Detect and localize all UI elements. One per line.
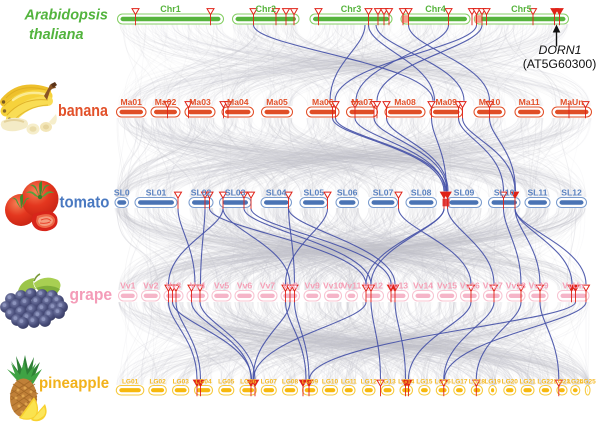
svg-text:SL04: SL04 — [266, 188, 287, 198]
svg-text:Chr4: Chr4 — [425, 4, 446, 14]
svg-text:SL05: SL05 — [304, 188, 325, 198]
svg-text:LG02: LG02 — [149, 379, 166, 386]
svg-text:(AT5G60300): (AT5G60300) — [523, 57, 597, 71]
svg-text:DORN1: DORN1 — [538, 43, 581, 57]
svg-text:Chr2: Chr2 — [256, 4, 277, 14]
svg-text:Arabidopsis: Arabidopsis — [24, 7, 108, 23]
svg-text:LG18: LG18 — [469, 379, 486, 386]
svg-text:MaUn: MaUn — [560, 97, 583, 107]
svg-text:SL03: SL03 — [225, 188, 246, 198]
svg-text:LG11: LG11 — [341, 379, 357, 386]
svg-text:LG19: LG19 — [484, 379, 501, 386]
svg-text:LG09: LG09 — [302, 379, 319, 386]
svg-text:LG12: LG12 — [361, 379, 378, 386]
svg-text:SL10: SL10 — [494, 188, 515, 198]
svg-text:LG24: LG24 — [567, 379, 584, 386]
svg-text:Vv14: Vv14 — [413, 281, 433, 291]
svg-text:Ma04: Ma04 — [227, 97, 249, 107]
svg-text:Vv9: Vv9 — [305, 281, 321, 291]
svg-text:Vv4: Vv4 — [190, 281, 206, 291]
svg-text:LG07: LG07 — [261, 379, 278, 386]
svg-text:SL12: SL12 — [561, 188, 582, 198]
svg-text:Ma08: Ma08 — [394, 97, 416, 107]
svg-text:Vv10: Vv10 — [323, 281, 343, 291]
svg-text:LG17: LG17 — [451, 379, 468, 386]
svg-text:SL11: SL11 — [527, 188, 547, 198]
svg-text:Vv1: Vv1 — [120, 281, 136, 291]
svg-text:Ma01: Ma01 — [120, 97, 142, 107]
svg-text:LG16: LG16 — [434, 379, 451, 386]
svg-text:LG15: LG15 — [416, 379, 433, 386]
svg-text:pineapple: pineapple — [39, 375, 110, 393]
svg-text:Ma07: Ma07 — [351, 97, 373, 107]
svg-text:SL06: SL06 — [337, 188, 358, 198]
svg-text:Vv17: Vv17 — [483, 281, 503, 291]
svg-text:Chr1: Chr1 — [160, 4, 181, 14]
svg-text:Vv5: Vv5 — [214, 281, 230, 291]
svg-text:LG25: LG25 — [579, 379, 596, 386]
svg-text:Vv2: Vv2 — [143, 281, 159, 291]
svg-text:LG13: LG13 — [379, 379, 396, 386]
svg-text:Ma03: Ma03 — [189, 97, 211, 107]
svg-text:LG01: LG01 — [122, 379, 139, 386]
svg-text:Vv7: Vv7 — [260, 281, 276, 291]
svg-text:SL0: SL0 — [114, 188, 130, 198]
svg-text:Vv18: Vv18 — [506, 281, 526, 291]
svg-text:Vv8: Vv8 — [283, 281, 299, 291]
svg-text:Vv12: Vv12 — [363, 281, 383, 291]
svg-text:Ma05: Ma05 — [266, 97, 288, 107]
svg-text:thaliana: thaliana — [29, 26, 84, 42]
svg-text:LG23: LG23 — [554, 379, 571, 386]
svg-text:Vv3: Vv3 — [166, 281, 182, 291]
svg-text:Vv6: Vv6 — [237, 281, 253, 291]
svg-text:LG14: LG14 — [398, 379, 415, 386]
svg-text:SL08: SL08 — [411, 188, 432, 198]
svg-text:banana: banana — [58, 102, 108, 120]
svg-text:LG08: LG08 — [282, 379, 299, 386]
svg-text:VvUn: VvUn — [562, 281, 584, 291]
svg-text:SL09: SL09 — [454, 188, 475, 198]
svg-text:SL07: SL07 — [373, 188, 394, 198]
svg-text:LG10: LG10 — [322, 379, 339, 386]
svg-text:Chr5: Chr5 — [511, 4, 532, 14]
svg-text:Ma02: Ma02 — [155, 97, 177, 107]
svg-text:LG22: LG22 — [537, 379, 554, 386]
svg-text:LG20: LG20 — [502, 379, 519, 386]
svg-text:Vv16: Vv16 — [460, 281, 480, 291]
svg-text:Ma09: Ma09 — [435, 97, 457, 107]
svg-text:Ma06: Ma06 — [312, 97, 334, 107]
svg-text:Vv11: Vv11 — [342, 281, 362, 291]
svg-text:LG04: LG04 — [195, 379, 212, 386]
svg-text:LG21: LG21 — [519, 379, 536, 386]
svg-text:LG05: LG05 — [218, 379, 235, 386]
svg-text:Ma10: Ma10 — [479, 97, 501, 107]
svg-text:Chr3: Chr3 — [341, 4, 362, 14]
svg-text:LG06: LG06 — [240, 379, 257, 386]
svg-text:SL02: SL02 — [191, 188, 212, 198]
svg-text:LG03: LG03 — [173, 379, 190, 386]
svg-text:grape: grape — [70, 286, 113, 305]
svg-text:Vv15: Vv15 — [437, 281, 457, 291]
svg-text:tomato: tomato — [60, 194, 110, 212]
svg-text:SL01: SL01 — [146, 188, 167, 198]
svg-text:Vv19: Vv19 — [528, 281, 548, 291]
svg-text:Vv13: Vv13 — [388, 281, 408, 291]
svg-text:Ma11: Ma11 — [519, 97, 540, 107]
